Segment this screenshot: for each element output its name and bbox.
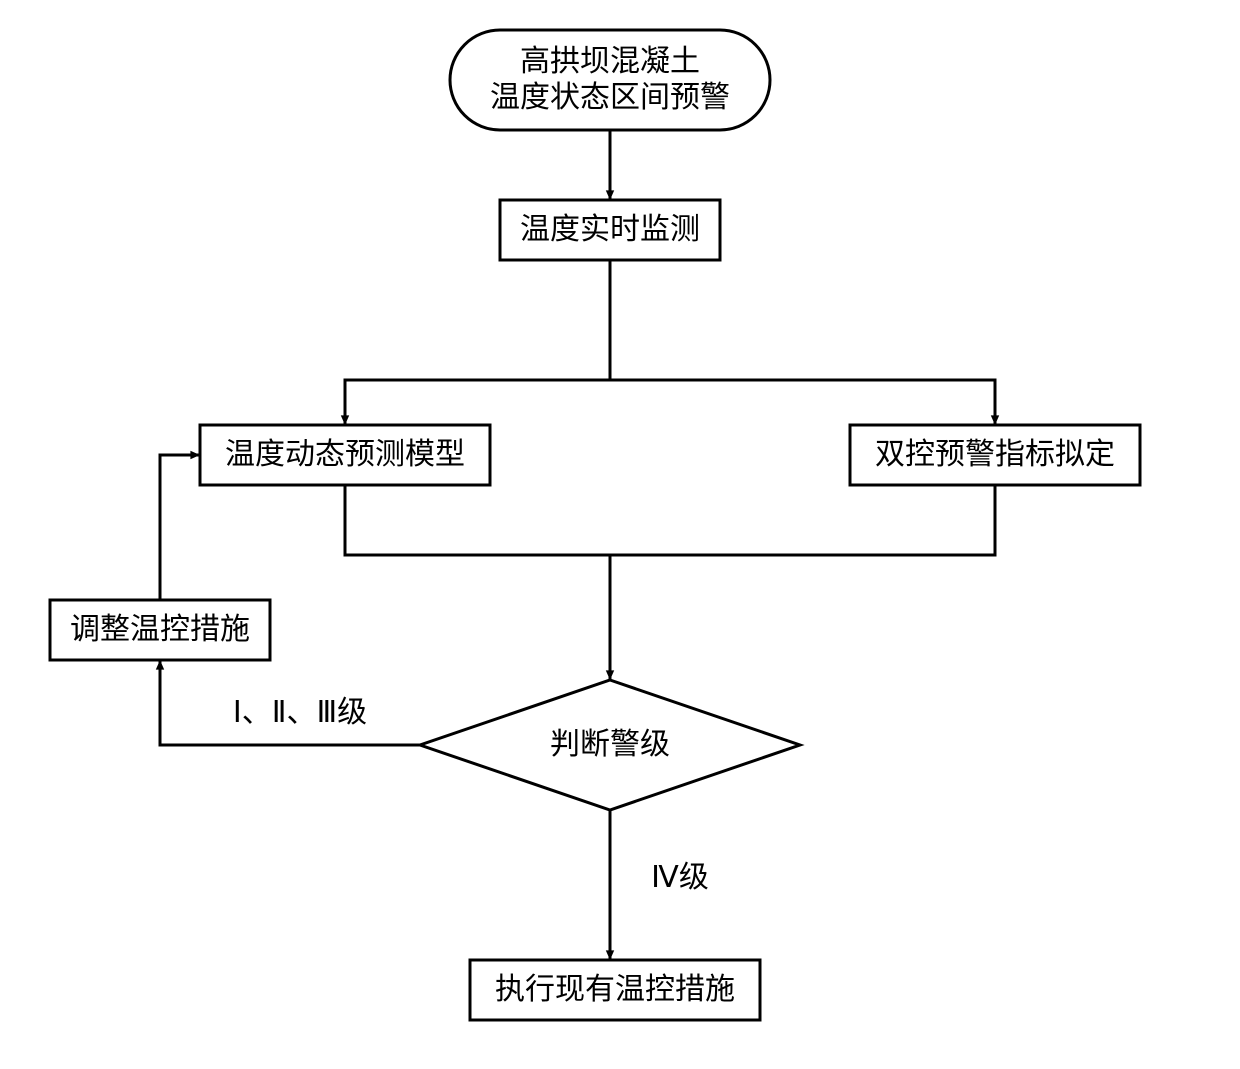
node-dualctrl-line-0: 双控预警指标拟定	[875, 438, 1115, 471]
node-monitor: 温度实时监测	[500, 200, 720, 260]
edge-split_left-predict_top	[345, 380, 610, 425]
edge-dualctrl_bottom-merge	[610, 485, 995, 555]
node-dualctrl: 双控预警指标拟定	[850, 425, 1140, 485]
node-predict-line-0: 温度动态预测模型	[225, 438, 465, 471]
edge-adjust_top-predict_left	[160, 455, 200, 600]
node-start-line-1: 温度状态区间预警	[490, 81, 730, 114]
edge-label-decision_bottom-execute_top: Ⅳ级	[651, 861, 709, 894]
node-predict: 温度动态预测模型	[200, 425, 490, 485]
edge-predict_bottom-merge	[345, 485, 610, 555]
node-execute: 执行现有温控措施	[470, 960, 760, 1020]
node-start: 高拱坝混凝土温度状态区间预警	[450, 30, 770, 130]
edge-label-decision_left-adjust_bottom: Ⅰ、Ⅱ、Ⅲ级	[233, 696, 367, 729]
node-start-line-0: 高拱坝混凝土	[520, 45, 700, 78]
node-adjust: 调整温控措施	[50, 600, 270, 660]
node-decision-line-0: 判断警级	[550, 728, 670, 761]
node-monitor-line-0: 温度实时监测	[520, 213, 700, 246]
node-decision: 判断警级	[420, 680, 800, 810]
node-adjust-line-0: 调整温控措施	[70, 613, 250, 646]
node-execute-line-0: 执行现有温控措施	[495, 973, 735, 1006]
edge-split_right-dualctrl_top	[610, 380, 995, 425]
